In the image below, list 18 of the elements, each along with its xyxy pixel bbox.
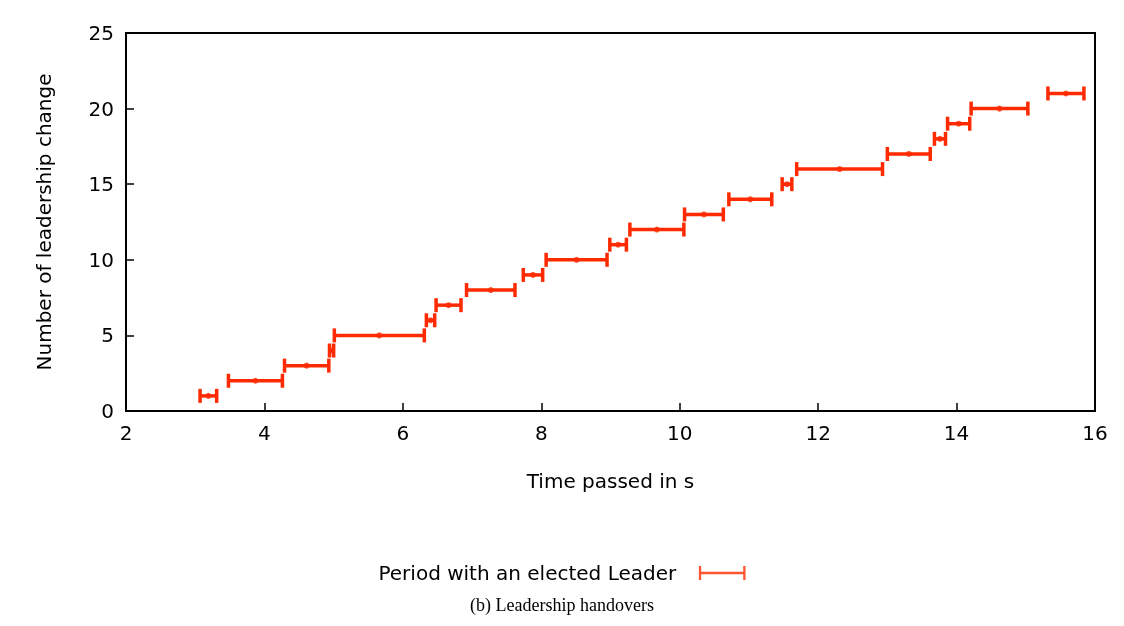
- x-tick-label: 12: [805, 421, 831, 445]
- y-tick-label: 15: [88, 172, 114, 197]
- text: (b) Leadership handovers: [470, 595, 654, 616]
- x-tick-label: 4: [258, 421, 271, 445]
- x-tick-label: 16: [1082, 421, 1108, 445]
- legend-label: Period with an elected Leader: [378, 561, 677, 585]
- x-tick-label: 2: [119, 421, 133, 445]
- y-tick-label: 20: [88, 96, 114, 121]
- y-tick-label: 5: [101, 323, 114, 348]
- y-tick-label: 0: [101, 399, 114, 423]
- x-tick-label: 8: [534, 421, 548, 445]
- y-tick-label: 25: [88, 21, 114, 45]
- x-tick-label: 14: [943, 421, 970, 445]
- y-axis-title: Number of leadership change: [32, 73, 56, 371]
- x-tick-label: 6: [396, 421, 410, 445]
- y-tick-label: 10: [88, 247, 114, 272]
- x-axis-title: Time passed in s: [525, 469, 695, 493]
- x-tick-label: 10: [666, 421, 693, 445]
